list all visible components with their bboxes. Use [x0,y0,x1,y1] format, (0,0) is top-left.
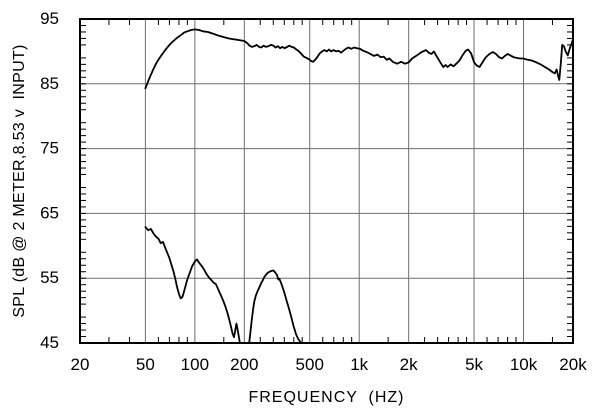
svg-text:5k: 5k [465,355,483,374]
svg-text:20k: 20k [559,355,587,374]
svg-text:2k: 2k [400,355,418,374]
svg-text:100: 100 [181,355,209,374]
svg-text:95: 95 [40,9,59,28]
svg-text:45: 45 [40,333,59,352]
svg-text:85: 85 [40,74,59,93]
x-axis-title: FREQUENCY (HZ) [248,389,405,406]
x-tick-labels: 20 50 100 200 500 1k 2k 5k 10k 20k [71,355,588,374]
y-tick-labels: 45 55 65 75 85 95 [40,9,59,352]
y-axis-title: SPL (dB @ 2 METER,8.53 v INPUT) [11,44,28,318]
upper-curve [144,28,574,90]
svg-text:20: 20 [71,355,90,374]
svg-text:75: 75 [40,139,59,158]
grid-lines [80,19,573,343]
svg-text:65: 65 [40,203,59,222]
svg-text:10k: 10k [510,355,538,374]
svg-text:55: 55 [40,268,59,287]
svg-text:50: 50 [136,355,155,374]
svg-text:200: 200 [230,355,258,374]
lower-curve [144,226,304,344]
svg-text:500: 500 [296,355,324,374]
plot-frame [79,18,574,344]
svg-text:1k: 1k [350,355,368,374]
